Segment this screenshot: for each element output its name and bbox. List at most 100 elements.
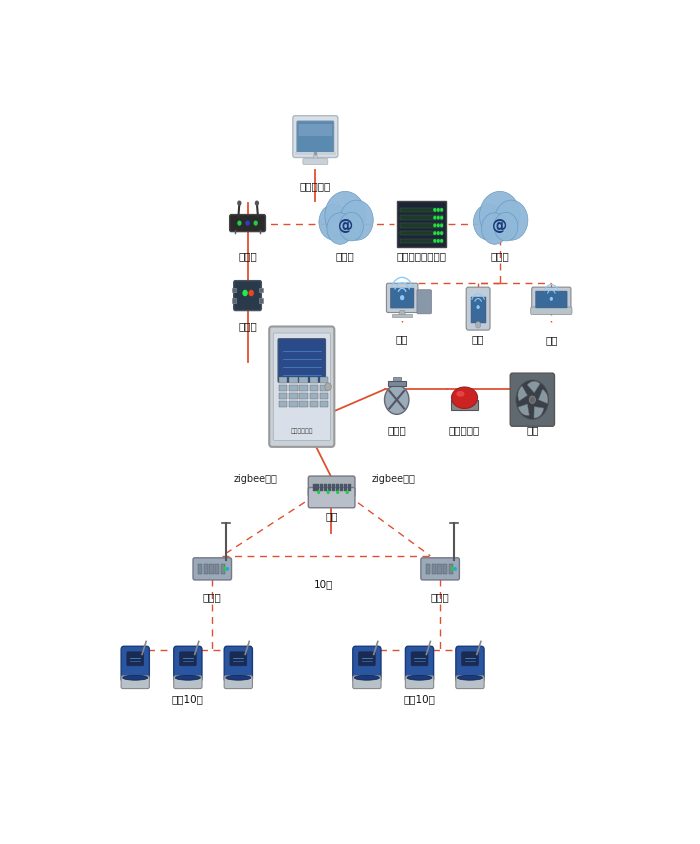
Bar — [336, 484, 339, 491]
Bar — [215, 565, 219, 575]
FancyBboxPatch shape — [174, 676, 202, 689]
Circle shape — [246, 221, 250, 226]
Bar — [400, 231, 442, 236]
Circle shape — [237, 201, 241, 207]
Bar — [344, 484, 346, 491]
Circle shape — [475, 322, 481, 328]
Circle shape — [223, 567, 226, 571]
Circle shape — [340, 213, 363, 241]
Bar — [321, 484, 323, 491]
Text: 终端: 终端 — [545, 335, 558, 345]
Bar — [309, 393, 318, 400]
Ellipse shape — [452, 387, 477, 409]
Ellipse shape — [122, 675, 148, 680]
FancyBboxPatch shape — [174, 647, 202, 682]
FancyBboxPatch shape — [417, 290, 431, 315]
Bar — [426, 565, 430, 575]
FancyBboxPatch shape — [127, 652, 144, 666]
Circle shape — [237, 221, 241, 226]
Circle shape — [440, 225, 443, 228]
FancyBboxPatch shape — [531, 307, 572, 315]
FancyBboxPatch shape — [273, 333, 330, 441]
FancyBboxPatch shape — [466, 288, 490, 331]
Ellipse shape — [226, 675, 251, 680]
Bar — [232, 289, 236, 293]
Bar — [451, 400, 478, 411]
Ellipse shape — [407, 675, 432, 680]
Circle shape — [325, 383, 331, 391]
Bar — [320, 393, 328, 400]
Circle shape — [325, 192, 365, 241]
FancyBboxPatch shape — [121, 647, 149, 682]
FancyBboxPatch shape — [386, 284, 418, 313]
Bar — [340, 484, 343, 491]
Bar — [320, 402, 328, 408]
FancyBboxPatch shape — [456, 676, 484, 689]
Ellipse shape — [330, 218, 361, 238]
FancyBboxPatch shape — [308, 477, 355, 497]
FancyBboxPatch shape — [179, 652, 196, 666]
Circle shape — [253, 221, 258, 226]
FancyBboxPatch shape — [411, 652, 428, 666]
Bar — [320, 386, 328, 392]
Text: 报警控制主机: 报警控制主机 — [290, 428, 313, 433]
Bar — [289, 393, 298, 400]
Bar — [279, 386, 288, 392]
Circle shape — [437, 232, 440, 235]
Circle shape — [327, 214, 354, 245]
Circle shape — [473, 205, 503, 241]
Circle shape — [451, 567, 454, 571]
Ellipse shape — [354, 675, 379, 680]
Circle shape — [384, 386, 409, 415]
FancyBboxPatch shape — [456, 647, 484, 682]
Bar — [289, 377, 298, 384]
Bar — [400, 208, 442, 213]
Circle shape — [400, 295, 405, 301]
Circle shape — [437, 216, 440, 220]
Bar — [393, 378, 401, 389]
Bar — [312, 484, 316, 491]
Bar — [400, 240, 442, 244]
Bar — [316, 484, 319, 491]
Bar — [449, 565, 453, 575]
Bar — [309, 377, 318, 384]
Text: 可接10台: 可接10台 — [172, 693, 204, 703]
Bar — [279, 377, 288, 384]
Circle shape — [437, 225, 440, 228]
Circle shape — [433, 232, 436, 235]
Bar — [289, 402, 298, 408]
FancyBboxPatch shape — [391, 289, 414, 309]
Bar — [300, 377, 308, 384]
Bar — [279, 402, 288, 408]
FancyBboxPatch shape — [532, 288, 571, 311]
Bar — [232, 299, 236, 304]
Ellipse shape — [456, 392, 465, 398]
Circle shape — [440, 208, 443, 213]
FancyBboxPatch shape — [278, 339, 326, 383]
Circle shape — [480, 192, 520, 241]
Wedge shape — [534, 407, 544, 419]
Bar — [204, 565, 208, 575]
Circle shape — [346, 490, 349, 495]
Bar — [309, 402, 318, 408]
Bar — [443, 565, 447, 575]
FancyBboxPatch shape — [298, 125, 332, 137]
FancyBboxPatch shape — [358, 652, 375, 666]
Circle shape — [255, 201, 259, 207]
FancyBboxPatch shape — [193, 558, 232, 580]
Circle shape — [226, 567, 229, 571]
Circle shape — [433, 225, 436, 228]
Bar — [324, 484, 328, 491]
FancyBboxPatch shape — [293, 116, 338, 159]
Wedge shape — [518, 387, 527, 402]
Bar — [432, 565, 436, 575]
Text: 10组: 10组 — [314, 578, 333, 588]
Circle shape — [494, 213, 518, 241]
Text: 单机版电脑: 单机版电脑 — [300, 181, 331, 191]
FancyBboxPatch shape — [303, 160, 328, 165]
Bar — [392, 315, 412, 318]
Text: 转换器: 转换器 — [238, 321, 257, 331]
Circle shape — [440, 232, 443, 235]
Text: 可接10台: 可接10台 — [404, 693, 435, 703]
Circle shape — [248, 290, 254, 297]
